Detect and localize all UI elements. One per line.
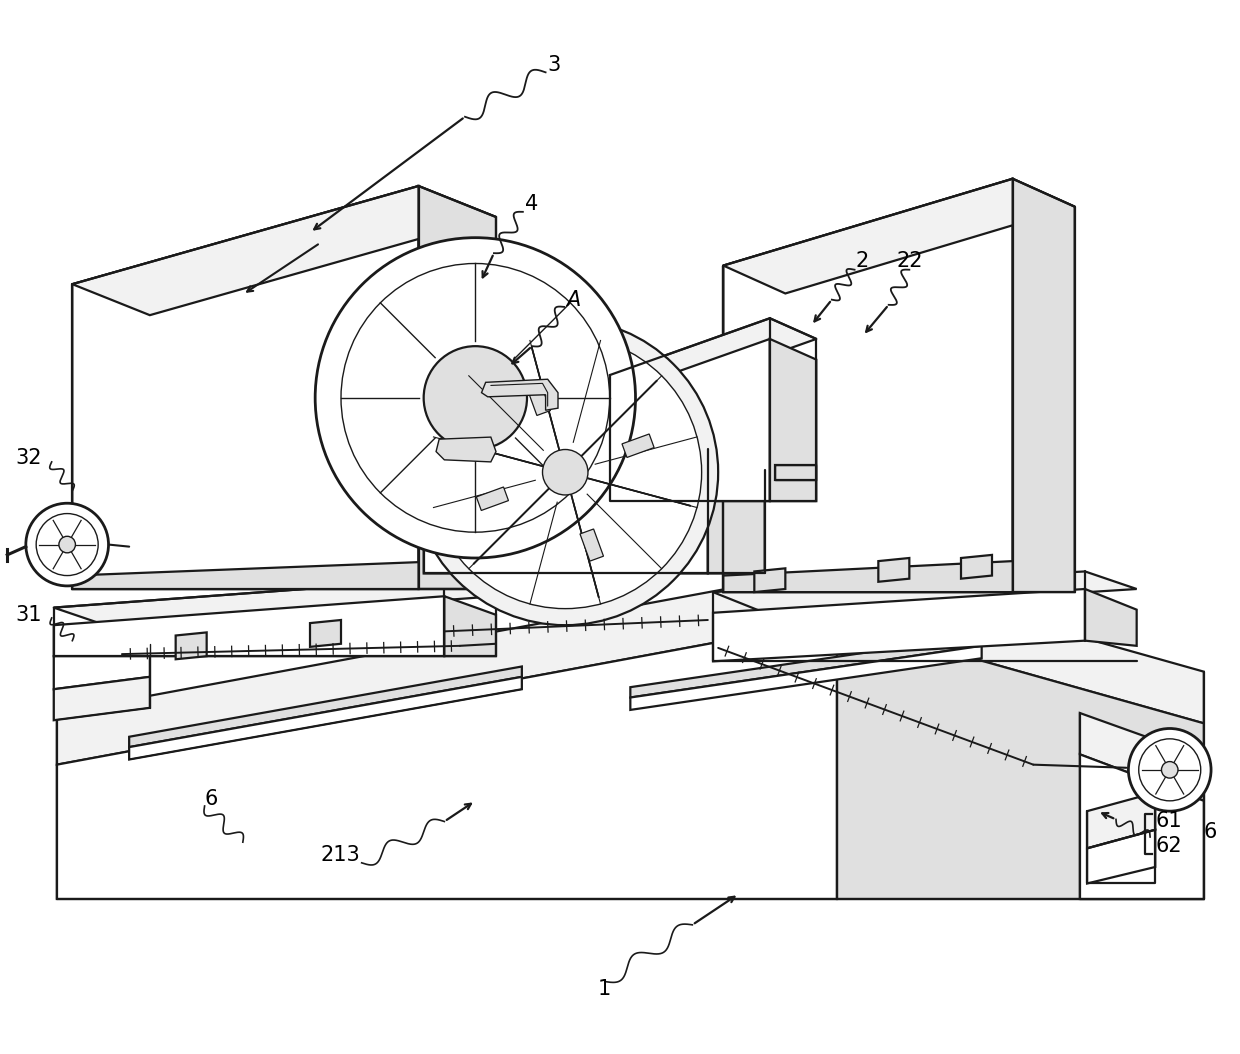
Polygon shape xyxy=(310,620,341,647)
Polygon shape xyxy=(527,384,551,415)
Circle shape xyxy=(60,536,76,553)
Polygon shape xyxy=(1087,793,1156,848)
Polygon shape xyxy=(622,434,655,457)
Polygon shape xyxy=(1085,589,1137,646)
Circle shape xyxy=(341,264,610,532)
Polygon shape xyxy=(837,620,1204,899)
Polygon shape xyxy=(770,339,816,501)
Text: 61: 61 xyxy=(1156,812,1182,832)
Polygon shape xyxy=(713,571,1137,612)
Circle shape xyxy=(315,237,635,558)
Circle shape xyxy=(1162,762,1178,778)
Polygon shape xyxy=(630,646,982,710)
Text: 3: 3 xyxy=(548,55,560,75)
Polygon shape xyxy=(754,568,785,592)
Text: 62: 62 xyxy=(1156,836,1182,856)
Polygon shape xyxy=(1087,829,1156,883)
Polygon shape xyxy=(775,465,816,481)
Text: 213: 213 xyxy=(320,844,360,864)
Polygon shape xyxy=(72,186,419,589)
Polygon shape xyxy=(610,318,816,395)
Circle shape xyxy=(26,503,109,586)
Circle shape xyxy=(543,449,588,495)
Polygon shape xyxy=(53,677,150,720)
Polygon shape xyxy=(723,561,1013,592)
Polygon shape xyxy=(610,339,770,501)
Text: 6: 6 xyxy=(1204,822,1218,842)
Polygon shape xyxy=(630,636,982,698)
Text: 1: 1 xyxy=(598,979,610,999)
Polygon shape xyxy=(53,579,496,625)
Polygon shape xyxy=(708,449,765,573)
Polygon shape xyxy=(129,677,522,760)
Polygon shape xyxy=(723,179,1013,592)
Circle shape xyxy=(424,346,527,449)
Polygon shape xyxy=(436,437,496,462)
Polygon shape xyxy=(481,379,558,410)
Polygon shape xyxy=(878,558,909,582)
Polygon shape xyxy=(57,620,837,899)
Circle shape xyxy=(1138,739,1200,801)
Polygon shape xyxy=(444,597,496,657)
Text: 22: 22 xyxy=(897,252,924,272)
Polygon shape xyxy=(713,589,1085,661)
Polygon shape xyxy=(57,568,1204,764)
Circle shape xyxy=(412,319,718,625)
Polygon shape xyxy=(424,449,708,573)
Polygon shape xyxy=(129,666,522,747)
Circle shape xyxy=(36,513,98,575)
Polygon shape xyxy=(176,632,207,659)
Text: 32: 32 xyxy=(16,448,42,468)
Text: 4: 4 xyxy=(525,194,538,214)
Polygon shape xyxy=(53,644,150,689)
Polygon shape xyxy=(72,186,496,315)
Polygon shape xyxy=(961,554,992,579)
Polygon shape xyxy=(1013,179,1075,592)
Text: A: A xyxy=(567,290,580,310)
Polygon shape xyxy=(1080,755,1204,899)
Polygon shape xyxy=(424,429,765,486)
Polygon shape xyxy=(72,562,419,589)
Polygon shape xyxy=(476,487,508,510)
Circle shape xyxy=(1128,728,1211,812)
Text: 2: 2 xyxy=(856,252,869,272)
Polygon shape xyxy=(580,529,604,561)
Polygon shape xyxy=(53,597,444,657)
Polygon shape xyxy=(723,179,1075,293)
Polygon shape xyxy=(419,186,496,589)
Text: 6: 6 xyxy=(205,788,218,808)
Circle shape xyxy=(429,336,702,608)
Text: 31: 31 xyxy=(16,605,42,625)
Polygon shape xyxy=(1080,713,1204,801)
